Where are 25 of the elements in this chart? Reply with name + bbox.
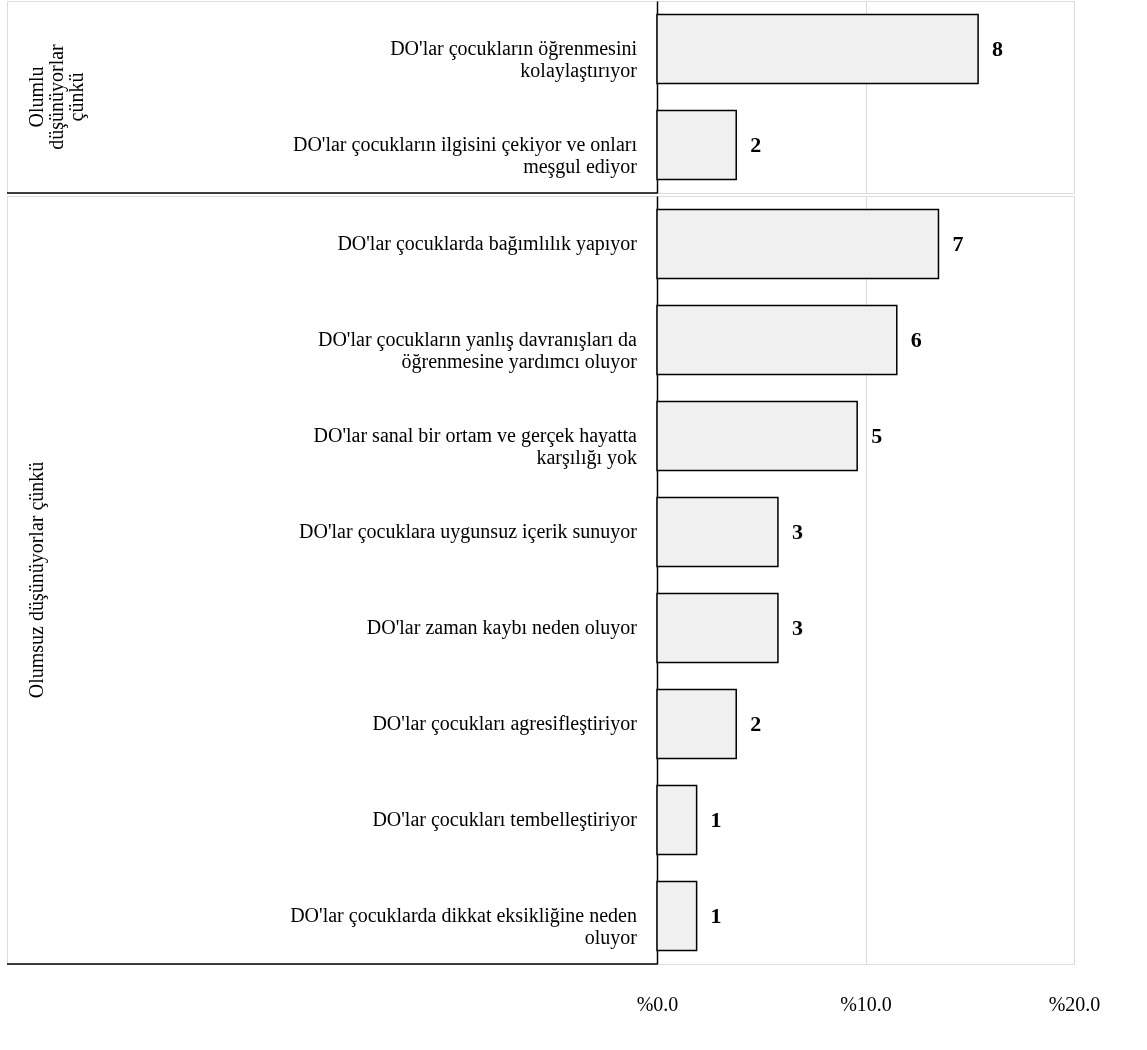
annotation: 3 [791,615,803,640]
annotation: 5 [871,423,883,448]
annotation: 1 [710,903,722,928]
annotation: 8 [992,36,1004,61]
y-tick-label: DO'lar çocuklara uygunsuz içerik sunuyor [299,520,638,543]
y-tick-label: DO'lar çocukları agresifleştiriyor [372,712,638,735]
annotation: 1 [710,807,722,832]
annotation: 6 [910,327,922,352]
x-tick-label: %20.0 [1048,992,1101,1015]
x-tick-label: %0.0 [636,992,679,1015]
x-tick-label: %10.0 [840,992,892,1015]
y-tick-label: DO'lar çocukların yanlış davranışları da öğrenmesine yardımcı oluyor [317,328,638,373]
annotation: 7 [952,231,964,256]
y-tick-label: DO'lar çocukları tembelleştiriyor [372,808,638,831]
text: Olumsuz düşünüyorlar çünkü [25,461,48,699]
y-tick-label: DO'lar çocuklarda dikkat eksikliğine neden oluyor [290,904,638,949]
annotation: 2 [750,132,762,157]
y-tick-label: DO'lar çocuklarda bağımlılık yapıyor [337,232,638,255]
annotation: 2 [750,711,762,736]
y-tick-label: DO'lar sanal bir ortam ve gerçek hayatta karşılığı yok [313,424,638,469]
annotation: 3 [791,519,803,544]
y-tick-label: DO'lar çocukların ilgisini çekiyor ve onları meşgul ediyor [292,133,638,178]
text: Olumlu düşünüyorlar çünkü [25,43,88,150]
y-tick-label: DO'lar çocukların öğrenmesini kolaylaştırıyor [390,37,638,82]
y-tick-label: DO'lar zaman kaybı neden oluyor [366,616,638,639]
